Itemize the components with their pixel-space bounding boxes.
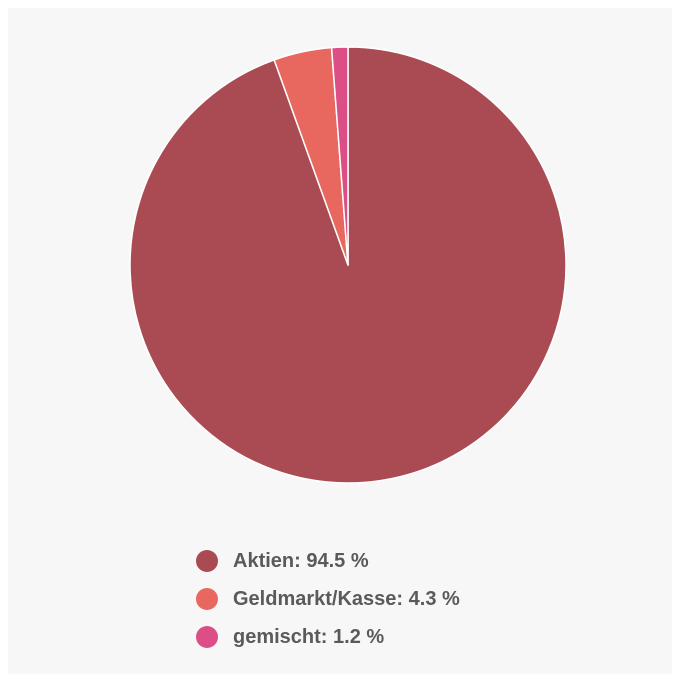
- chart-panel: Aktien: 94.5 % Geldmarkt/Kasse: 4.3 % ge…: [8, 8, 672, 674]
- legend-item-geldmarkt-kasse[interactable]: Geldmarkt/Kasse: 4.3 %: [196, 580, 460, 618]
- legend: Aktien: 94.5 % Geldmarkt/Kasse: 4.3 % ge…: [196, 542, 460, 656]
- legend-label-gemischt: gemischt: 1.2 %: [233, 625, 385, 648]
- legend-label-aktien: Aktien: 94.5 %: [233, 549, 369, 572]
- legend-swatch-aktien: [196, 550, 218, 572]
- legend-label-geldmarkt-kasse: Geldmarkt/Kasse: 4.3 %: [233, 587, 460, 610]
- pie-chart: [129, 46, 567, 484]
- legend-item-aktien[interactable]: Aktien: 94.5 %: [196, 542, 460, 580]
- legend-swatch-gemischt: [196, 626, 218, 648]
- legend-item-gemischt[interactable]: gemischt: 1.2 %: [196, 618, 460, 656]
- legend-swatch-geldmarkt-kasse: [196, 588, 218, 610]
- pie-slice-gemischt[interactable]: [330, 46, 349, 266]
